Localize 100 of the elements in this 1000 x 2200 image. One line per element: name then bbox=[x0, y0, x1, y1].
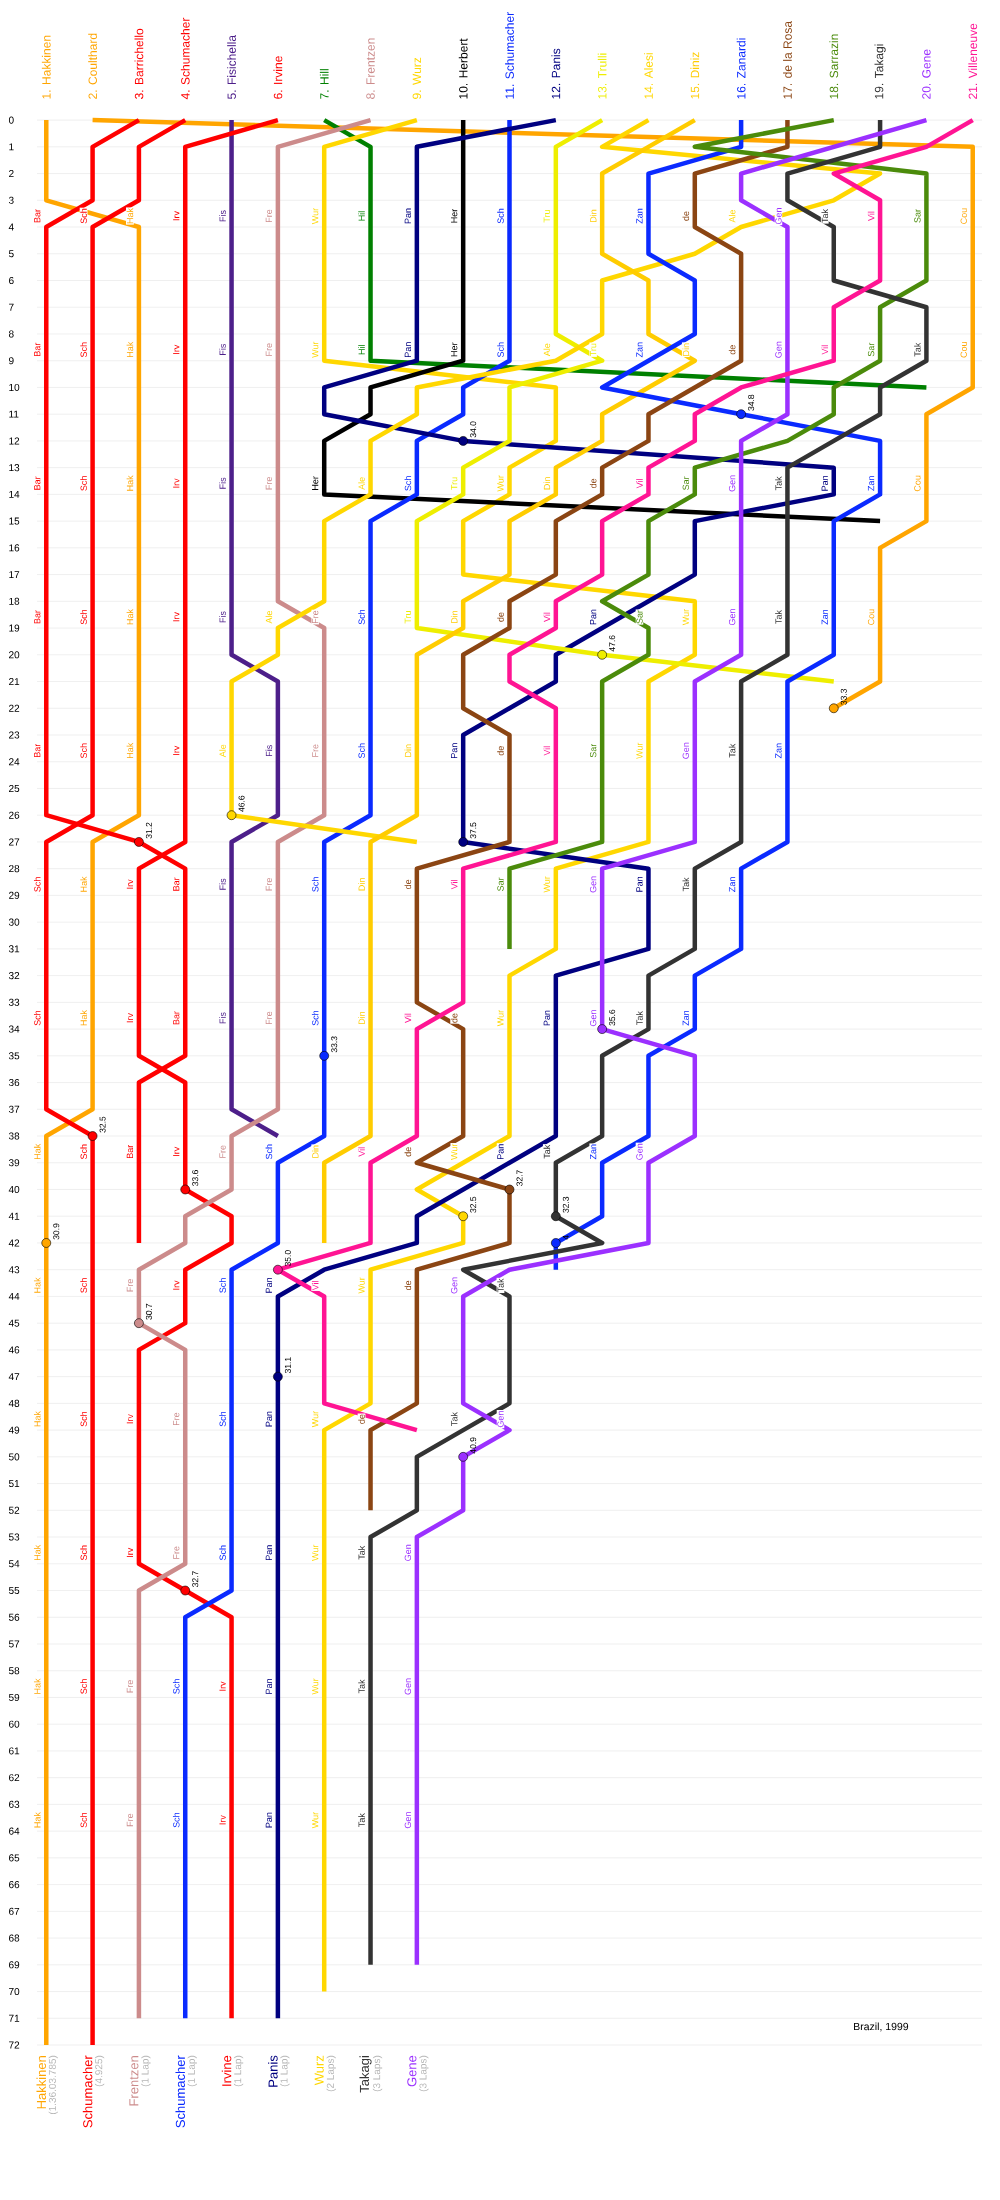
text: (3 Laps) bbox=[372, 2055, 383, 2092]
data-label: Tak bbox=[775, 476, 782, 491]
data-label: Bar bbox=[34, 476, 41, 490]
y-tick-label: 11 bbox=[9, 410, 19, 418]
data-label: Fis bbox=[219, 477, 226, 489]
y-tick-label: 61 bbox=[9, 1747, 20, 1755]
data-label: Fre bbox=[265, 878, 273, 891]
data-label: Cou bbox=[960, 342, 967, 358]
data-label: Fre bbox=[312, 610, 319, 624]
data-label: Tru bbox=[404, 611, 411, 624]
y-tick-label: 19 bbox=[9, 624, 20, 632]
x-tick-label: 3. Barrichello bbox=[134, 28, 144, 100]
data-label: Pan bbox=[821, 475, 828, 491]
data-label: Irv bbox=[126, 1414, 134, 1424]
annotation: 35.0 bbox=[284, 1250, 291, 1267]
data-label: Zan bbox=[636, 208, 643, 224]
data-label: Pan bbox=[497, 1144, 504, 1160]
data-label: Irv bbox=[173, 344, 180, 354]
y-tick-label: 6 bbox=[9, 276, 14, 285]
data-label: Pan bbox=[404, 342, 411, 357]
y-tick-label: 23 bbox=[9, 731, 20, 739]
data-label: Gen bbox=[497, 1411, 504, 1428]
data-label: Fre bbox=[265, 1011, 273, 1025]
data-label: Pan bbox=[404, 208, 411, 224]
point bbox=[551, 1238, 561, 1248]
y-tick-label: 49 bbox=[8, 1426, 20, 1434]
y-tick-label: 66 bbox=[9, 1881, 20, 1889]
y-tick-label: 36 bbox=[8, 1079, 20, 1087]
y-tick-label: 47 bbox=[8, 1373, 20, 1381]
y-tick-label: 13 bbox=[9, 464, 20, 472]
data-label: Tak bbox=[497, 1278, 504, 1293]
y-tick-label: 41 bbox=[8, 1212, 20, 1220]
data-label: Cou bbox=[914, 475, 921, 492]
data-label: Wur bbox=[312, 1812, 319, 1829]
y-tick-label: 72 bbox=[9, 2041, 20, 2049]
data-label: Zan bbox=[590, 1144, 597, 1160]
y-tick-label: 38 bbox=[8, 1132, 20, 1140]
y-tick-label: 15 bbox=[9, 517, 20, 525]
data-label: Wur bbox=[312, 208, 319, 225]
data-label: Hak bbox=[126, 742, 134, 758]
data-label: Wur bbox=[543, 876, 550, 893]
text: Frentzen bbox=[129, 2056, 139, 2106]
x-tick-label: 1. Hakkinen bbox=[41, 35, 51, 99]
data-label: de bbox=[404, 1280, 412, 1291]
point bbox=[134, 837, 144, 847]
data-label: Bar bbox=[34, 342, 41, 356]
data-label: Gen bbox=[775, 208, 782, 225]
data-label: Sch bbox=[80, 208, 87, 224]
data-label: Sch bbox=[265, 1144, 273, 1160]
y-tick-label: 21 bbox=[9, 678, 20, 686]
annotation: 35.6 bbox=[609, 1009, 616, 1026]
annotation: 47.6 bbox=[609, 635, 616, 652]
x-tick-label: 5. Fisichella bbox=[227, 35, 236, 99]
y-tick-label: 18 bbox=[9, 597, 20, 605]
y-tick-label: 59 bbox=[8, 1693, 20, 1701]
data-label: Din bbox=[311, 1145, 319, 1158]
x-tick-label: 9. Wurz bbox=[412, 57, 422, 99]
y-tick-label: 9 bbox=[9, 357, 14, 365]
text: Takagi bbox=[359, 2056, 372, 2093]
y-tick-label: 45 bbox=[8, 1319, 20, 1327]
y-tick-label: 5 bbox=[8, 250, 14, 258]
data-label: Pan bbox=[265, 1278, 273, 1293]
data-label: Wur bbox=[312, 1544, 319, 1561]
y-tick-label: 71 bbox=[9, 2014, 20, 2022]
data-label: Sch bbox=[80, 1144, 87, 1160]
data-label: Wur bbox=[312, 341, 319, 358]
data-label: Zan bbox=[821, 609, 828, 625]
y-tick-label: 7 bbox=[9, 303, 14, 311]
data-label: Sch bbox=[404, 476, 412, 491]
y-tick-label: 70 bbox=[9, 1988, 20, 1996]
annotation: 33.3 bbox=[840, 688, 847, 705]
data-label: Vil bbox=[821, 345, 829, 355]
data-label: Wur bbox=[312, 1678, 319, 1695]
point bbox=[319, 1051, 329, 1061]
y-tick-label: 10 bbox=[9, 383, 20, 391]
data-label: Pan bbox=[636, 876, 643, 892]
text: (4.925) bbox=[94, 2055, 105, 2087]
x-tick-label: 2. Coulthard bbox=[88, 33, 97, 99]
data-label: Hak bbox=[80, 876, 87, 892]
data-label: Fre bbox=[173, 1412, 180, 1426]
x-tick-label: 19. Takagi bbox=[874, 44, 886, 99]
y-tick-label: 56 bbox=[8, 1613, 20, 1621]
data-label: Wur bbox=[497, 475, 504, 492]
y-tick-label: 20 bbox=[9, 651, 20, 659]
data-label: Cou bbox=[867, 609, 875, 625]
point bbox=[134, 1318, 144, 1328]
text: (1.36.03.785) bbox=[48, 2055, 58, 2115]
data-label: Sar bbox=[867, 342, 875, 357]
data-label: de bbox=[682, 211, 690, 221]
point bbox=[273, 1264, 283, 1275]
data-label: Bar bbox=[126, 1144, 134, 1159]
data-label: de bbox=[497, 612, 504, 622]
y-tick-label: 32 bbox=[8, 972, 20, 980]
data-label: Irv bbox=[173, 211, 180, 221]
x-tick-label: 6. Irvine bbox=[273, 56, 283, 99]
y-tick-label: 27 bbox=[9, 838, 20, 846]
data-label: Bar bbox=[173, 877, 180, 891]
data-label: Gen bbox=[404, 1812, 412, 1829]
point bbox=[458, 1452, 468, 1462]
data-label: Sch bbox=[219, 1545, 226, 1561]
